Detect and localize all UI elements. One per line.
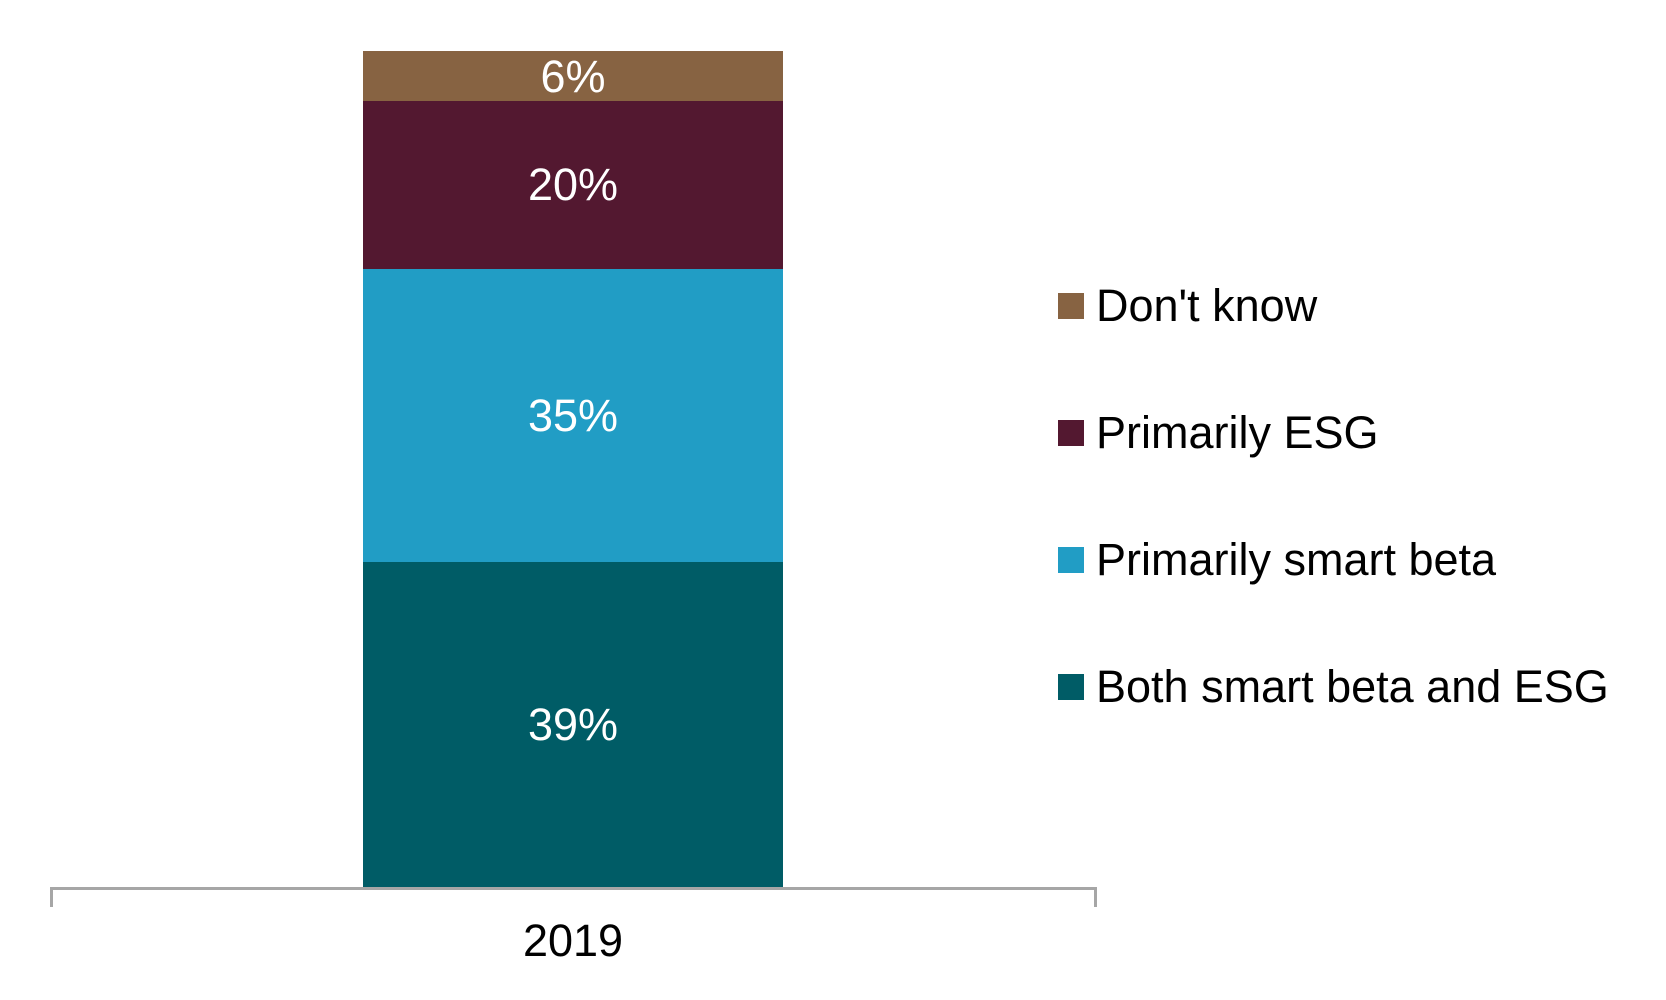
segment-data-label: 39% (527, 699, 619, 751)
x-axis-line (50, 887, 1097, 890)
legend-item-label: Primarily smart beta (1096, 534, 1497, 585)
bar-segment-primarily-smart-beta: 35% (363, 268, 783, 562)
legend-item-don-t-know: Don't know (1058, 279, 1609, 332)
legend-item-label: Both smart beta and ESG (1096, 661, 1609, 712)
legend-swatch (1058, 673, 1084, 700)
bar-segment-don-t-know: 6% (363, 50, 783, 102)
x-axis-tick-label: 2019 (522, 915, 624, 966)
segment-data-label: 35% (527, 389, 619, 441)
legend-item-primarily-esg: Primarily ESG (1058, 406, 1609, 459)
legend-swatch (1058, 292, 1084, 319)
bar-segment-primarily-esg: 20% (363, 101, 783, 269)
legend-swatch (1058, 546, 1084, 573)
legend-item-label: Don't know (1096, 280, 1318, 331)
bar-segment-both-smart-beta-and-esg: 39% (363, 561, 783, 888)
segment-data-label: 6% (540, 50, 606, 102)
stacked-bar: 6% 20% 35% 39% (363, 51, 783, 888)
legend-item-label: Primarily ESG (1096, 407, 1379, 458)
legend: Don't know Primarily ESG Primarily smart b… (1058, 279, 1609, 713)
legend-item-both-smart-beta-and-esg: Both smart beta and ESG (1058, 660, 1609, 713)
x-axis-tick-right (1094, 887, 1097, 907)
legend-item-primarily-smart-beta: Primarily smart beta (1058, 533, 1609, 586)
x-axis-tick-left (50, 887, 53, 907)
legend-swatch (1058, 419, 1084, 446)
segment-data-label: 20% (527, 159, 619, 211)
